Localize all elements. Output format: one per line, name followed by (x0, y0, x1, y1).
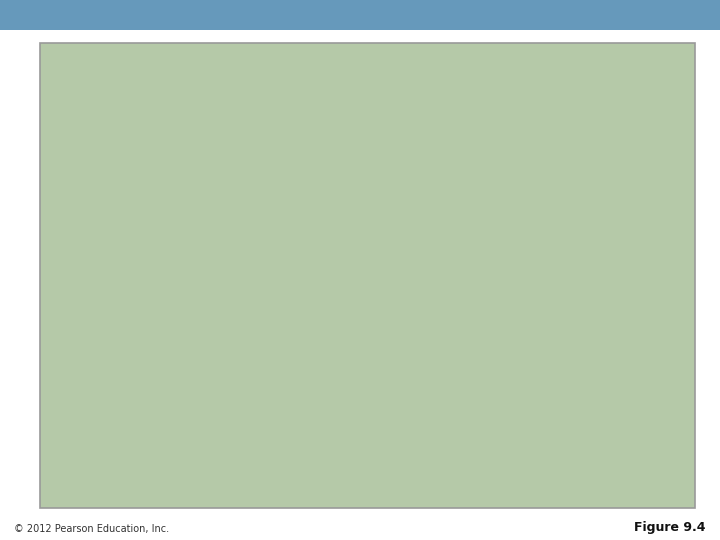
Polygon shape (325, 113, 351, 146)
Text: Follicle-stimulating
hormone (FSH)
and luteinizing
hormone (LH): Follicle-stimulating hormone (FSH) and l… (243, 289, 355, 347)
Ellipse shape (292, 375, 320, 402)
Ellipse shape (402, 361, 436, 401)
Ellipse shape (114, 390, 119, 400)
Ellipse shape (193, 361, 246, 401)
FancyBboxPatch shape (569, 329, 637, 389)
FancyBboxPatch shape (299, 78, 378, 119)
Text: Bones and muscles: Bones and muscles (40, 287, 154, 300)
Ellipse shape (360, 86, 403, 108)
Ellipse shape (453, 375, 462, 381)
Text: Adrenal cortex: Adrenal cortex (562, 287, 648, 300)
Text: Testes or ovaries: Testes or ovaries (231, 357, 330, 370)
Ellipse shape (50, 338, 68, 348)
Ellipse shape (59, 386, 75, 394)
Ellipse shape (102, 345, 121, 389)
Ellipse shape (274, 86, 317, 108)
Text: Thyrotropic
hormone (TH): Thyrotropic hormone (TH) (410, 292, 492, 320)
Text: Thyroid: Thyroid (400, 349, 444, 362)
Text: Hypophyseal
portal system: Hypophyseal portal system (115, 171, 197, 199)
Text: Growth hormone (GH): Growth hormone (GH) (40, 234, 170, 247)
FancyBboxPatch shape (61, 345, 70, 387)
Text: Figure 9.4: Figure 9.4 (634, 521, 706, 534)
Ellipse shape (440, 362, 470, 399)
Text: © 2012 Pearson Education, Inc.: © 2012 Pearson Education, Inc. (14, 523, 169, 534)
Ellipse shape (613, 349, 618, 353)
Ellipse shape (588, 352, 593, 355)
Ellipse shape (410, 372, 418, 379)
Text: Anterior pituitary: Anterior pituitary (115, 137, 217, 150)
Text: Posterior pituitary: Posterior pituitary (431, 145, 537, 158)
Text: Releasing hormones
secreted into portal
circulation: Releasing hormones secreted into portal … (47, 68, 166, 111)
FancyBboxPatch shape (200, 359, 240, 381)
Text: Hypothalamus: Hypothalamus (356, 50, 442, 63)
Ellipse shape (328, 143, 342, 151)
Text: Mammary
glands: Mammary glands (187, 348, 247, 376)
Ellipse shape (422, 388, 431, 395)
Ellipse shape (333, 400, 343, 407)
Ellipse shape (602, 360, 607, 364)
Text: Prolactin (PRL): Prolactin (PRL) (194, 285, 280, 298)
Text: Adrenocorticotropic
hormone (ACTH): Adrenocorticotropic hormone (ACTH) (546, 219, 662, 247)
Ellipse shape (342, 150, 392, 212)
Ellipse shape (289, 151, 358, 221)
